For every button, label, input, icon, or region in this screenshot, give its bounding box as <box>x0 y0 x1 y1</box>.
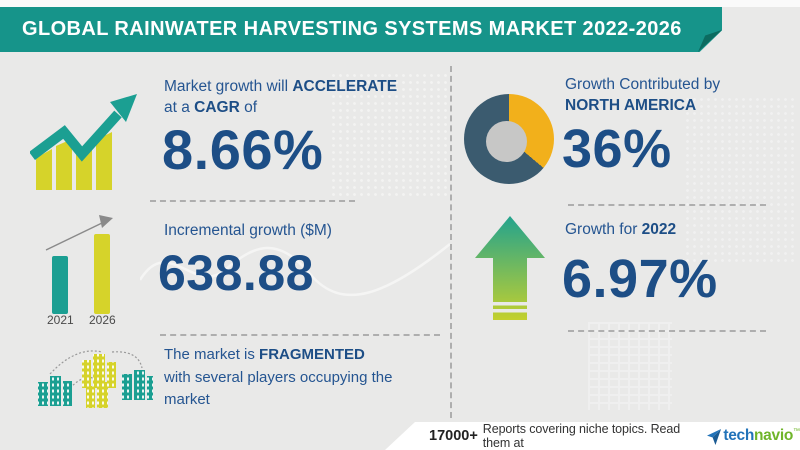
fragmented-market-icon <box>38 350 153 408</box>
bar-year-start-label: 2021 <box>47 313 74 326</box>
background-dot-map-decoration <box>684 96 796 264</box>
accelerate-keyword: ACCELERATE <box>292 78 398 95</box>
donut-chart-icon <box>464 94 554 184</box>
brand-tech: tech <box>723 427 755 444</box>
cagr-value: 8.66% <box>162 118 324 181</box>
growth-2022-year: 2022 <box>641 221 677 238</box>
cagr-caption-line2: at a CAGR of <box>164 97 397 118</box>
background-wave-decoration <box>140 243 450 297</box>
background-grid-decoration <box>588 322 672 410</box>
region-name-text: NORTH AMERICA <box>565 97 697 114</box>
divider <box>150 200 355 202</box>
bar-comparison-icon: 2021 2026 <box>45 215 116 326</box>
region-name: NORTH AMERICA <box>565 95 720 116</box>
cagr-caption-line1: Market growth will ACCELERATE <box>164 76 397 97</box>
divider <box>568 204 766 206</box>
fragmented-keyword: FRAGMENTED <box>259 346 365 363</box>
technavio-logo: tech navio ™ <box>707 427 800 445</box>
footer-message: Reports covering niche topics. Read them… <box>482 422 681 450</box>
fragmented-line2: with several players occupying the <box>164 368 393 386</box>
donut-center <box>486 121 527 162</box>
incremental-growth-label: Incremental growth ($M) <box>164 222 332 239</box>
divider <box>160 334 440 336</box>
divider <box>568 330 766 332</box>
cagr-keyword: CAGR <box>194 99 240 116</box>
region-caption: Growth Contributed by NORTH AMERICA <box>565 74 720 116</box>
growth-2022-caption: Growth for 2022 <box>565 219 676 240</box>
trend-up-chart-icon <box>30 94 137 190</box>
fragmented-line3: market <box>164 391 210 408</box>
growth-2022-text: Growth for <box>565 221 642 238</box>
column-divider <box>450 66 452 418</box>
incremental-growth-value: 638.88 <box>158 245 314 301</box>
header-ribbon: GLOBAL RAINWATER HARVESTING SYSTEMS MARK… <box>0 7 722 52</box>
cagr-caption: Market growth will ACCELERATE at a CAGR … <box>164 76 397 118</box>
technavio-arrow-icon <box>707 429 722 445</box>
brand-navio: navio <box>754 427 793 444</box>
region-contribution-value: 36% <box>562 119 672 179</box>
growth-up-arrow-icon <box>475 216 545 320</box>
top-strip <box>0 0 800 7</box>
page-title: GLOBAL RAINWATER HARVESTING SYSTEMS MARK… <box>22 18 682 40</box>
background-dot-map-decoration <box>330 72 448 200</box>
reports-count: 17000+ <box>429 428 478 444</box>
fragmented-caption: The market is FRAGMENTED with several pl… <box>164 344 392 412</box>
fragmented-text: The market is <box>164 346 260 363</box>
footer-bar: 17000+ Reports covering niche topics. Re… <box>385 422 800 450</box>
fragmented-line1: The market is FRAGMENTED <box>164 344 392 367</box>
growth-2022-value: 6.97% <box>562 249 718 309</box>
cagr-caption-text: of <box>239 99 258 116</box>
bar-year-end-label: 2026 <box>89 313 116 326</box>
cagr-caption-text: at a <box>164 99 195 116</box>
brand-trademark: ™ <box>793 428 800 435</box>
region-line1: Growth Contributed by <box>565 76 721 93</box>
cagr-caption-text: Market growth will <box>164 78 293 95</box>
